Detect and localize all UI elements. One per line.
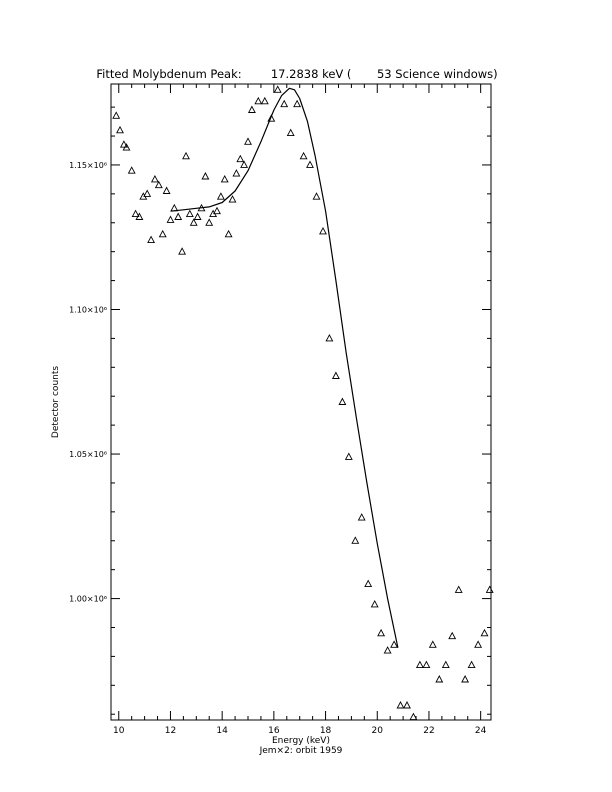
data-point-triangle bbox=[273, 85, 282, 93]
data-point-triangle bbox=[390, 640, 399, 648]
data-point-triangle bbox=[293, 99, 302, 108]
data-point-triangle bbox=[216, 192, 225, 200]
data-point-triangle bbox=[224, 229, 233, 238]
data-point-triangle bbox=[162, 186, 171, 194]
data-point-triangle bbox=[396, 701, 405, 709]
orbit-footnote: Jem×2: orbit 1959 bbox=[259, 746, 343, 756]
x-tick-label: 12 bbox=[165, 726, 176, 736]
chart-title: Fitted Molybdenum Peak: 17.2838 keV ( 53… bbox=[96, 67, 497, 81]
data-point-triangle bbox=[435, 675, 444, 683]
x-axis-label: Energy (keV) bbox=[272, 736, 330, 746]
data-point-triangle bbox=[182, 151, 190, 160]
fit-curve-group bbox=[170, 87, 399, 648]
x-axis: 10 12 14 16 18 20 22 24 bbox=[113, 84, 487, 736]
data-point-triangle bbox=[178, 247, 187, 255]
data-point-triangle bbox=[131, 209, 140, 218]
data-point-triangle bbox=[201, 172, 210, 180]
data-point-triangle bbox=[448, 631, 457, 640]
data-point-triangle bbox=[325, 333, 334, 342]
data-point-triangle bbox=[260, 96, 269, 105]
x-tick-label: 10 bbox=[113, 726, 125, 736]
data-point-triangle bbox=[116, 125, 124, 134]
data-point-triangle bbox=[480, 628, 489, 637]
data-point-triangle bbox=[147, 235, 156, 244]
x-tick-label: 14 bbox=[216, 726, 228, 736]
y-tick-label: 1.05×10⁶ bbox=[69, 450, 107, 459]
data-point-triangle bbox=[280, 99, 289, 108]
y-axis: 1.00×10⁶ 1.05×10⁶ 1.10×10⁶ 1.15×10⁶ bbox=[69, 106, 491, 715]
x-tick-label: 24 bbox=[475, 726, 487, 736]
y-tick-label: 1.10×10⁶ bbox=[69, 305, 107, 314]
data-point-triangle bbox=[306, 160, 314, 168]
y-axis-label: Detector counts bbox=[51, 366, 61, 438]
data-point-triangle bbox=[461, 675, 470, 683]
data-point-triangle bbox=[370, 599, 379, 608]
data-point-triangle bbox=[247, 105, 256, 113]
data-point-triangle bbox=[312, 192, 321, 200]
data-point-triangle bbox=[185, 209, 194, 218]
data-point-triangle bbox=[485, 585, 494, 593]
data-point-triangle bbox=[197, 203, 206, 212]
y-tick-label: 1.15×10⁶ bbox=[69, 161, 107, 170]
data-point-triangle bbox=[154, 180, 163, 189]
x-tick-label: 16 bbox=[268, 726, 280, 736]
data-point-triangle bbox=[127, 166, 136, 174]
data-point-triangle bbox=[415, 660, 424, 669]
data-point-triangle bbox=[112, 111, 121, 119]
data-points-group bbox=[112, 85, 494, 721]
data-point-triangle bbox=[428, 640, 437, 648]
data-point-triangle bbox=[193, 212, 202, 220]
data-point-triangle bbox=[331, 371, 340, 379]
data-point-triangle bbox=[357, 513, 366, 521]
data-point-triangle bbox=[135, 212, 144, 220]
data-point-triangle bbox=[422, 660, 431, 669]
data-point-triangle bbox=[319, 226, 327, 235]
data-point-triangle bbox=[150, 174, 159, 183]
data-point-triangle bbox=[383, 646, 392, 654]
data-point-triangle bbox=[220, 174, 229, 183]
data-point-triangle bbox=[254, 96, 263, 105]
data-point-triangle bbox=[232, 169, 241, 177]
data-point-triangle bbox=[122, 143, 131, 151]
data-point-triangle bbox=[441, 660, 450, 669]
data-point-triangle bbox=[299, 151, 308, 160]
data-point-triangle bbox=[174, 212, 183, 220]
y-tick-label: 1.00×10⁶ bbox=[69, 595, 107, 604]
data-point-triangle bbox=[170, 203, 179, 212]
data-point-triangle bbox=[344, 452, 353, 460]
data-point-triangle bbox=[474, 640, 483, 648]
data-point-triangle bbox=[403, 701, 411, 709]
data-point-triangle bbox=[467, 660, 476, 669]
data-point-triangle bbox=[364, 579, 373, 588]
data-point-triangle bbox=[377, 628, 386, 637]
data-point-triangle bbox=[158, 229, 167, 238]
data-point-triangle bbox=[143, 189, 152, 197]
fit-curve-line bbox=[170, 87, 399, 648]
data-point-triangle bbox=[351, 536, 360, 544]
data-point-triangle bbox=[240, 160, 249, 168]
data-point-triangle bbox=[166, 215, 175, 223]
data-point-triangle bbox=[409, 712, 418, 721]
data-point-triangle bbox=[213, 206, 221, 215]
data-point-triangle bbox=[267, 114, 276, 122]
data-point-triangle bbox=[119, 140, 128, 148]
data-point-triangle bbox=[454, 585, 463, 593]
data-point-triangle bbox=[236, 154, 245, 163]
data-point-triangle bbox=[205, 218, 214, 226]
data-point-triangle bbox=[228, 195, 237, 203]
data-point-triangle bbox=[338, 397, 347, 405]
plot-area-frame bbox=[110, 83, 492, 721]
x-tick-label: 20 bbox=[372, 726, 384, 736]
data-point-triangle bbox=[286, 128, 295, 137]
x-tick-label: 18 bbox=[320, 726, 332, 736]
data-point-triangle bbox=[189, 218, 198, 226]
x-tick-label: 22 bbox=[423, 726, 434, 736]
data-point-triangle bbox=[244, 137, 252, 145]
